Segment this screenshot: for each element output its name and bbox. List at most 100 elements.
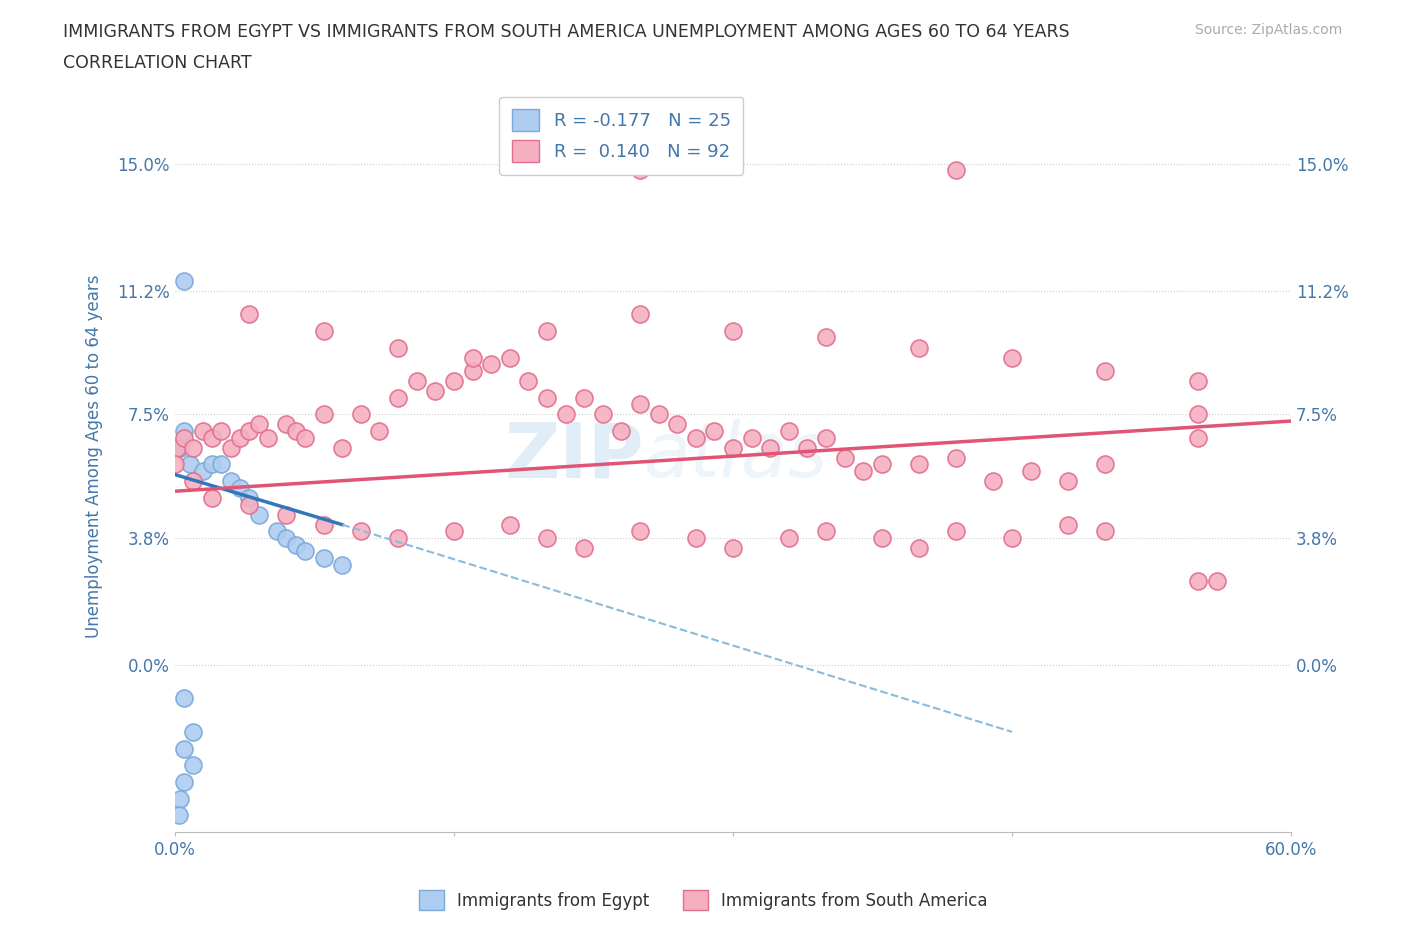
Point (294, 431, 316, 445)
Point (1094, 524, 1116, 538)
Point (685, 531, 707, 546)
Point (628, 307, 651, 322)
Point (721, 440, 744, 455)
Point (247, 417, 270, 432)
Point (173, 691, 195, 706)
Point (1187, 407, 1209, 422)
Point (276, 507, 298, 522)
Point (166, 440, 188, 455)
Y-axis label: Unemployment Among Ages 60 to 64 years: Unemployment Among Ages 60 to 64 years (86, 274, 103, 638)
Point (312, 407, 335, 422)
Point (572, 391, 595, 405)
Point (741, 431, 763, 445)
Point (183, 473, 205, 488)
Point (173, 273, 195, 288)
Point (173, 431, 195, 445)
Point (387, 340, 409, 355)
Point (1094, 364, 1116, 379)
Point (1001, 350, 1024, 365)
Point (536, 531, 558, 546)
Text: atlas: atlas (644, 419, 828, 493)
Point (173, 775, 195, 790)
Point (312, 551, 335, 565)
Point (536, 324, 558, 339)
Point (945, 163, 967, 178)
Point (908, 457, 931, 472)
Point (312, 324, 335, 339)
Point (1187, 374, 1209, 389)
Point (238, 307, 260, 322)
Point (191, 464, 214, 479)
Point (1205, 574, 1227, 589)
Point (536, 391, 558, 405)
Point (276, 417, 298, 432)
Text: IMMIGRANTS FROM EGYPT VS IMMIGRANTS FROM SOUTH AMERICA UNEMPLOYMENT AMONG AGES 6: IMMIGRANTS FROM EGYPT VS IMMIGRANTS FROM… (63, 23, 1070, 41)
Point (330, 557, 353, 572)
Point (1187, 574, 1209, 589)
Point (1057, 473, 1080, 488)
Point (209, 457, 232, 472)
Point (266, 524, 288, 538)
Point (517, 374, 540, 389)
Point (870, 457, 893, 472)
Point (461, 350, 484, 365)
Point (219, 473, 242, 488)
Point (703, 424, 725, 439)
Point (169, 440, 191, 455)
Point (908, 540, 931, 555)
Point (219, 440, 242, 455)
Point (1094, 457, 1116, 472)
Point (256, 431, 278, 445)
Text: Source: ZipAtlas.com: Source: ZipAtlas.com (1195, 23, 1343, 37)
Point (425, 383, 447, 398)
Point (1019, 464, 1042, 479)
Point (666, 417, 689, 432)
Point (592, 407, 614, 422)
Point (628, 524, 651, 538)
Point (443, 374, 465, 389)
Point (870, 531, 893, 546)
Point (350, 524, 373, 538)
Point (647, 407, 669, 422)
Point (387, 391, 409, 405)
Point (778, 531, 800, 546)
Legend: R = -0.177   N = 25, R =  0.140   N = 92: R = -0.177 N = 25, R = 0.140 N = 92 (499, 97, 744, 175)
Point (815, 524, 838, 538)
Point (554, 407, 576, 422)
Point (238, 424, 260, 439)
Point (405, 374, 427, 389)
Point (183, 758, 205, 773)
Point (229, 481, 252, 496)
Point (908, 340, 931, 355)
Point (166, 440, 188, 455)
Point (834, 450, 856, 465)
Point (201, 490, 224, 505)
Point (815, 330, 838, 345)
Point (685, 431, 707, 445)
Point (499, 350, 522, 365)
Point (628, 397, 651, 412)
Point (183, 440, 205, 455)
Point (499, 517, 522, 532)
Point (201, 457, 224, 472)
Point (350, 407, 373, 422)
Point (945, 450, 967, 465)
Text: CORRELATION CHART: CORRELATION CHART (63, 54, 252, 72)
Point (167, 808, 190, 823)
Point (721, 540, 744, 555)
Point (179, 457, 201, 472)
Point (209, 424, 232, 439)
Point (983, 473, 1005, 488)
Point (173, 424, 195, 439)
Legend: Immigrants from Egypt, Immigrants from South America: Immigrants from Egypt, Immigrants from S… (412, 884, 994, 917)
Point (330, 440, 353, 455)
Point (284, 424, 307, 439)
Point (796, 440, 818, 455)
Point (173, 741, 195, 756)
Point (183, 724, 205, 739)
Point (945, 524, 967, 538)
Point (610, 424, 633, 439)
Point (759, 440, 782, 455)
Point (815, 431, 838, 445)
Point (312, 517, 335, 532)
